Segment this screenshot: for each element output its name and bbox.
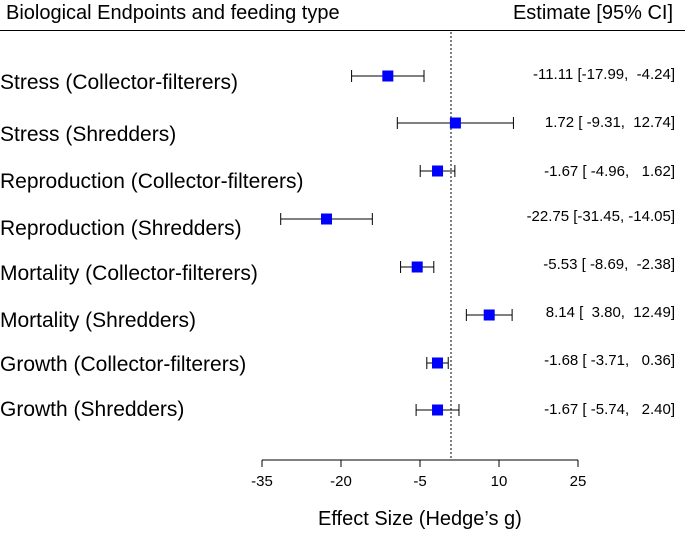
x-tick-label: -35 <box>251 473 273 490</box>
header-endpoints-title: Biological Endpoints and feeding type <box>6 2 340 24</box>
row-label: Growth (Shredders) <box>0 398 185 421</box>
estimate-marker <box>432 404 444 416</box>
row-label: Reproduction (Collector-filterers) <box>0 170 304 193</box>
row-label: Mortality (Collector-filterers) <box>0 262 258 285</box>
estimate-marker <box>483 309 495 321</box>
estimate-marker <box>432 165 444 177</box>
row-estimate: -1.67 [ -5.74, 2.40] <box>544 401 675 418</box>
row-label: Stress (Collector-filterers) <box>0 71 239 94</box>
x-tick-label: -5 <box>413 473 426 490</box>
row-label: Growth (Collector-filterers) <box>0 353 247 376</box>
row-estimate: 1.72 [ -9.31, 12.74] <box>544 114 675 131</box>
x-axis-label: Effect Size (Hedge’s g) <box>318 508 522 530</box>
estimate-marker <box>449 117 461 129</box>
row-label: Mortality (Shredders) <box>0 309 197 332</box>
row-estimate: -22.75 [-31.45, -14.05] <box>526 208 675 225</box>
header-rule <box>0 30 685 31</box>
estimate-marker <box>431 357 443 369</box>
header-estimate-title: Estimate [95% CI] <box>512 2 673 24</box>
estimate-marker <box>382 70 394 82</box>
x-tick-label: 25 <box>570 473 587 490</box>
row-estimate: 8.14 [ 3.80, 12.49] <box>545 304 675 321</box>
row-estimate: -1.67 [ -4.96, 1.62] <box>544 163 675 180</box>
row-estimate: -11.11 [-17.99, -4.24] <box>532 66 675 83</box>
row-label: Reproduction (Shredders) <box>0 217 242 240</box>
estimate-marker <box>411 261 423 273</box>
row-estimate: -1.68 [ -3.71, 0.36] <box>544 352 675 369</box>
row-estimate: -5.53 [ -8.69, -2.38] <box>543 256 675 273</box>
estimate-marker <box>321 213 333 225</box>
x-tick-label: 10 <box>491 473 508 490</box>
x-tick-label: -20 <box>330 473 352 490</box>
row-label: Stress (Shredders) <box>0 123 177 146</box>
